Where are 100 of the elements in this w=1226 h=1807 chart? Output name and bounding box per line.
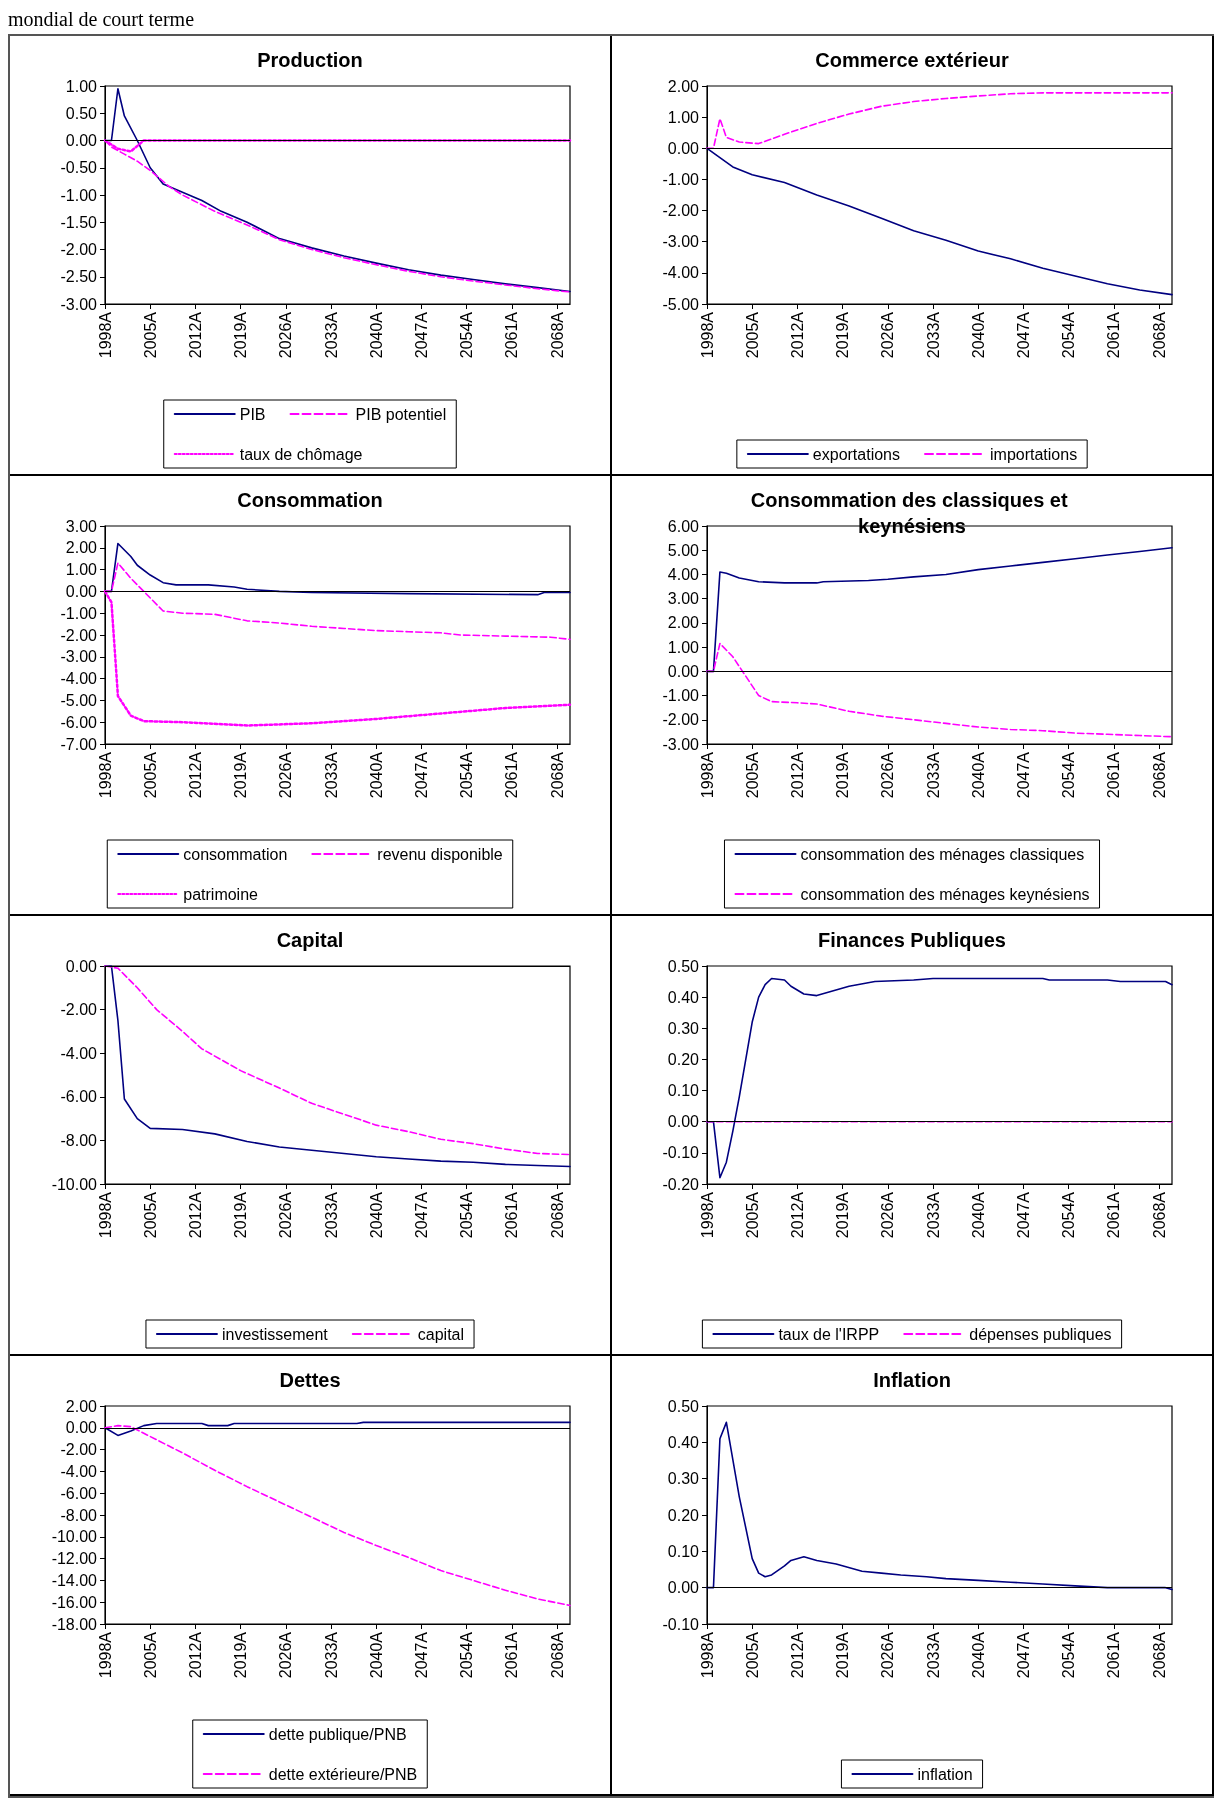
x-tick-label: 2005A bbox=[141, 751, 159, 799]
y-tick-label: -1.00 bbox=[60, 604, 98, 622]
y-tick-label: 0.30 bbox=[667, 1470, 700, 1488]
y-tick-label: -3.00 bbox=[662, 233, 700, 251]
x-tick-label: 2005A bbox=[141, 1191, 159, 1239]
x-tick-label: 1998A bbox=[96, 1631, 114, 1679]
x-tick-label: 2019A bbox=[232, 1631, 250, 1679]
y-tick-label: -6.00 bbox=[60, 713, 98, 731]
x-tick-label: 2047A bbox=[1014, 751, 1032, 799]
y-tick-label: 2.00 bbox=[65, 1397, 98, 1415]
y-tick-label: -8.00 bbox=[60, 1506, 98, 1524]
legend-label: taux de chômage bbox=[239, 445, 363, 463]
y-tick-label: -1.00 bbox=[662, 170, 700, 188]
y-tick-label: 1.00 bbox=[667, 108, 700, 126]
y-tick-label: -10.00 bbox=[51, 1175, 98, 1193]
chart-title: Consommation des classiques et keynésiens bbox=[750, 489, 1074, 537]
y-tick-label: -0.20 bbox=[662, 1175, 700, 1193]
x-tick-label: 2005A bbox=[141, 311, 159, 359]
y-tick-label: -0.50 bbox=[60, 159, 98, 177]
chart-title: Finances Publiques bbox=[818, 929, 1006, 951]
x-tick-label: 2054A bbox=[458, 311, 476, 359]
x-tick-label: 2068A bbox=[1150, 311, 1168, 359]
y-tick-label: -8.00 bbox=[60, 1131, 98, 1149]
x-tick-label: 1998A bbox=[96, 311, 114, 359]
y-tick-label: 1.00 bbox=[65, 561, 98, 579]
y-tick-label: -2.00 bbox=[60, 1441, 98, 1459]
x-tick-label: 2068A bbox=[548, 751, 566, 799]
y-tick-label: 1.00 bbox=[65, 77, 98, 95]
y-tick-label: -3.00 bbox=[60, 295, 98, 313]
y-tick-label: -16.00 bbox=[51, 1593, 98, 1611]
legend-label: dette extérieure/PNB bbox=[268, 1765, 418, 1783]
y-tick-label: -7.00 bbox=[60, 735, 98, 753]
y-tick-label: 0.20 bbox=[667, 1050, 700, 1068]
y-tick-label: 0.50 bbox=[65, 104, 98, 122]
y-tick-label: -4.00 bbox=[662, 264, 700, 282]
y-tick-label: 0.00 bbox=[667, 139, 700, 157]
x-tick-label: 2061A bbox=[503, 1631, 521, 1679]
x-tick-label: 2033A bbox=[924, 751, 942, 799]
x-tick-label: 2019A bbox=[232, 311, 250, 359]
x-tick-label: 2012A bbox=[186, 311, 204, 359]
y-tick-label: -2.00 bbox=[60, 1001, 98, 1019]
y-tick-label: 0.10 bbox=[667, 1082, 700, 1100]
y-tick-label: -14.00 bbox=[51, 1571, 98, 1589]
x-tick-label: 2061A bbox=[503, 751, 521, 799]
x-tick-label: 2054A bbox=[458, 751, 476, 799]
x-tick-label: 1998A bbox=[698, 311, 716, 359]
x-tick-label: 2019A bbox=[834, 311, 852, 359]
x-tick-label: 2033A bbox=[924, 1191, 942, 1239]
x-tick-label: 2047A bbox=[412, 751, 430, 799]
x-tick-label: 2047A bbox=[412, 1191, 430, 1239]
x-tick-label: 2040A bbox=[367, 311, 385, 359]
x-tick-label: 2061A bbox=[1105, 311, 1123, 359]
x-tick-label: 2040A bbox=[367, 751, 385, 799]
legend-label: taux de l'IRPP bbox=[778, 1325, 880, 1343]
x-tick-label: 2047A bbox=[1014, 311, 1032, 359]
y-tick-label: 2.00 bbox=[65, 539, 98, 557]
y-tick-label: 0.10 bbox=[667, 1542, 700, 1560]
x-tick-label: 2005A bbox=[743, 1191, 761, 1239]
x-tick-label: 2054A bbox=[458, 1631, 476, 1679]
x-tick-label: 2033A bbox=[924, 311, 942, 359]
x-tick-label: 2012A bbox=[788, 751, 806, 799]
x-tick-label: 2026A bbox=[277, 1191, 295, 1239]
y-tick-label: -6.00 bbox=[60, 1484, 98, 1502]
y-tick-label: -2.00 bbox=[60, 626, 98, 644]
legend-label: consommation bbox=[183, 845, 288, 863]
y-tick-label: 5.00 bbox=[667, 541, 700, 559]
y-tick-label: -10.00 bbox=[51, 1528, 98, 1546]
x-tick-label: 2061A bbox=[503, 1191, 521, 1239]
x-tick-label: 2040A bbox=[969, 751, 987, 799]
x-tick-label: 1998A bbox=[96, 751, 114, 799]
x-tick-label: 2005A bbox=[141, 1631, 159, 1679]
x-tick-label: 2061A bbox=[1105, 751, 1123, 799]
x-tick-label: 2068A bbox=[548, 311, 566, 359]
x-tick-label: 2005A bbox=[743, 1631, 761, 1679]
y-tick-label: -2.50 bbox=[60, 268, 98, 286]
y-tick-label: -6.00 bbox=[60, 1088, 98, 1106]
x-tick-label: 2054A bbox=[1060, 1191, 1078, 1239]
y-tick-label: 0.00 bbox=[65, 1419, 98, 1437]
y-tick-label: -0.10 bbox=[662, 1144, 700, 1162]
x-tick-label: 2005A bbox=[743, 311, 761, 359]
x-tick-label: 2068A bbox=[1150, 1631, 1168, 1679]
x-tick-label: 2040A bbox=[969, 1631, 987, 1679]
x-tick-label: 2061A bbox=[1105, 1191, 1123, 1239]
x-tick-label: 2019A bbox=[834, 751, 852, 799]
y-tick-label: 3.00 bbox=[667, 590, 700, 608]
x-tick-label: 2012A bbox=[186, 751, 204, 799]
x-tick-label: 2019A bbox=[232, 751, 250, 799]
x-tick-label: 2054A bbox=[1060, 751, 1078, 799]
y-tick-label: 0.00 bbox=[667, 662, 700, 680]
x-tick-label: 2033A bbox=[322, 311, 340, 359]
y-tick-label: 1.00 bbox=[667, 638, 700, 656]
y-tick-label: 0.00 bbox=[65, 132, 98, 149]
y-tick-label: -1.50 bbox=[60, 213, 98, 231]
x-tick-label: 1998A bbox=[698, 751, 716, 799]
x-tick-label: 2026A bbox=[277, 1631, 295, 1679]
y-tick-label: 0.00 bbox=[667, 1113, 700, 1131]
chart-title: Production bbox=[257, 49, 363, 71]
x-tick-label: 2040A bbox=[367, 1631, 385, 1679]
x-tick-label: 2054A bbox=[458, 1191, 476, 1239]
x-tick-label: 2026A bbox=[879, 751, 897, 799]
